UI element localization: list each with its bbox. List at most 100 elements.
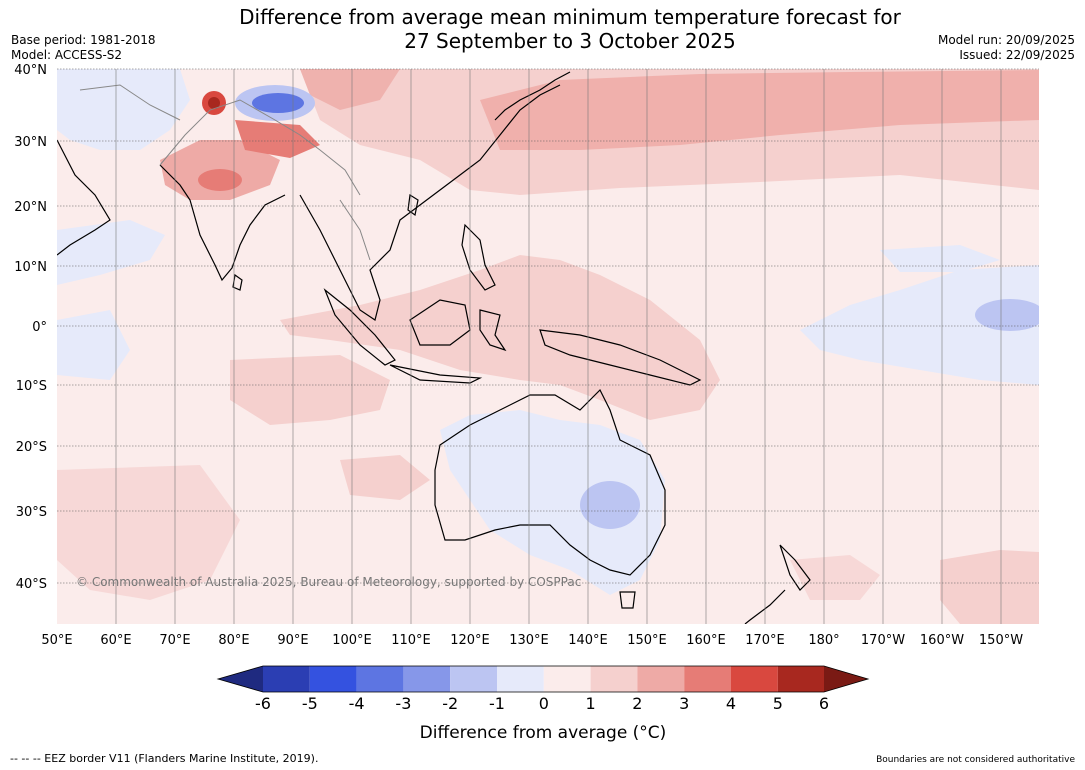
lon-labels: 50°E 60°E 70°E 80°E 90°E 100°E 110°E 120… — [41, 633, 1023, 648]
colorbar-tick-3: 3 — [679, 694, 689, 713]
coast-nz-south — [744, 589, 786, 624]
warm-patch-far-south-indian-ocean — [57, 465, 240, 600]
lat-label-10s: 10°S — [16, 379, 47, 394]
colorbar-extend-low — [218, 666, 263, 692]
cold-core-central-pacific — [975, 299, 1039, 331]
footer-eez-note: -- -- -- EEZ border V11 (Flanders Marine… — [10, 752, 319, 765]
colorbar-tick-m5: -5 — [302, 694, 318, 713]
meta-right: Model run: 20/09/2025 Issued: 22/09/2025 — [938, 33, 1075, 63]
cold-patch-north-pacific — [880, 245, 1000, 272]
colorbar-segment-6 — [497, 666, 544, 692]
lon-label-80e: 80°E — [218, 633, 249, 648]
warm-core-india — [198, 169, 242, 191]
colorbar-outline — [216, 665, 870, 693]
cold-patch-australia — [440, 410, 665, 595]
country-borders — [79, 84, 371, 261]
coast-sumatra — [323, 288, 396, 366]
colorbar-ticks: -6 -5 -4 -3 -2 -1 0 1 2 3 4 5 6 — [255, 694, 829, 713]
cold-core-tibet — [252, 93, 304, 113]
footer-boundaries-note: Boundaries are not considered authoritat… — [876, 755, 1075, 765]
coast-sri-lanka — [232, 273, 243, 291]
lon-label-100e: 100°E — [332, 633, 372, 648]
base-period: Base period: 1981-2018 — [11, 33, 156, 47]
colorbar-tick-6: 6 — [819, 694, 829, 713]
coast-japan — [494, 71, 571, 121]
cold-patch-arabia — [57, 69, 190, 150]
meta-left: Base period: 1981-2018 Model: ACCESS-S2 — [11, 33, 156, 63]
model-run: Model run: 20/09/2025 — [937, 33, 1075, 47]
graticule-lon — [115, 69, 1002, 624]
colorbar-tick-m2: -2 — [442, 694, 458, 713]
lon-label-140e: 140°E — [568, 633, 608, 648]
lon-label-110e: 110°E — [391, 633, 431, 648]
warm-band-north-strong — [480, 70, 1039, 150]
coast-sulawesi — [479, 309, 507, 352]
coast-arabia — [57, 139, 111, 256]
title-line-2: 27 September to 3 October 2025 — [404, 29, 736, 53]
border-indochina — [339, 199, 371, 261]
lat-label-20s: 20°S — [16, 440, 47, 455]
map-title: Difference from average mean minimum tem… — [0, 5, 1085, 53]
colorbar-segment-8 — [590, 666, 638, 692]
lon-label-60e: 60°E — [100, 633, 131, 648]
lat-label-30n: 30°N — [14, 135, 47, 150]
lon-label-150e: 150°E — [627, 633, 667, 648]
warm-core-kashmir-inner — [208, 97, 220, 109]
anomaly-field — [57, 69, 1039, 624]
coast-nz-north — [779, 544, 811, 591]
lat-label-40s: 40°S — [16, 577, 47, 592]
lon-label-170w: 170°W — [861, 633, 905, 648]
lon-label-50e: 50°E — [41, 633, 72, 648]
lon-label-180: 180° — [808, 633, 839, 648]
cold-patch-west-indian-ocean — [57, 310, 130, 380]
issued-date: Issued: 22/09/2025 — [959, 48, 1075, 62]
colorbar-segment-9 — [637, 666, 685, 692]
colorbar-tick-4: 4 — [726, 694, 736, 713]
coast-india — [159, 164, 286, 282]
colorbar-tick-1: 1 — [586, 694, 596, 713]
lon-label-120e: 120°E — [450, 633, 490, 648]
colorbar-segment-1 — [263, 666, 310, 692]
coast-australia — [434, 388, 666, 576]
lon-label-70e: 70°E — [159, 633, 190, 648]
warm-patch-tasman — [790, 555, 880, 600]
colorbar-segment-10 — [684, 666, 731, 692]
lon-label-150w: 150°W — [979, 633, 1023, 648]
colorbar-segment-2 — [309, 666, 357, 692]
colorbar-tick-m3: -3 — [395, 694, 411, 713]
lon-label-170e: 170°E — [745, 633, 785, 648]
border-himalaya — [159, 99, 361, 196]
colorbar-title: Difference from average (°C) — [420, 723, 667, 743]
warm-patch-himalaya — [235, 120, 320, 158]
coast-java — [389, 364, 483, 384]
colorbar-tick-m6: -6 — [255, 694, 271, 713]
colorbar-segment-5 — [450, 666, 497, 692]
lon-label-160w: 160°W — [920, 633, 964, 648]
colorbar-tick-2: 2 — [632, 694, 642, 713]
warm-patch-maritime-continent — [280, 255, 720, 420]
lat-label-10n: 10°N — [14, 260, 47, 275]
cold-core-australia — [580, 481, 640, 529]
model-name: Model: ACCESS-S2 — [11, 48, 123, 62]
title-line-1: Difference from average mean minimum tem… — [239, 5, 901, 29]
colorbar-extend-high — [824, 666, 868, 692]
coast-tasmania — [619, 591, 636, 609]
lat-label-0: 0° — [32, 320, 47, 335]
warm-patch-east-indian-ocean — [230, 355, 390, 425]
colorbar-segment-7 — [543, 666, 591, 692]
colorbar-segment-12 — [777, 666, 824, 692]
lat-label-40n: 40°N — [14, 63, 47, 78]
colorbar-tick-m4: -4 — [349, 694, 365, 713]
warm-patch-china — [300, 69, 400, 110]
coast-taiwan — [407, 193, 419, 217]
colorbar-segment-11 — [731, 666, 778, 692]
copyright-notice: © Commonwealth of Australia 2025, Bureau… — [76, 575, 581, 589]
lon-label-130e: 130°E — [509, 633, 549, 648]
warm-patch-south-pacific — [940, 550, 1039, 624]
coast-se-asia — [299, 84, 561, 321]
warm-patch-south-indian-ocean — [340, 455, 430, 500]
lon-label-160e: 160°E — [686, 633, 726, 648]
colorbar-segment-4 — [403, 666, 451, 692]
lat-labels: 40°N 30°N 20°N 10°N 0° 10°S 20°S 30°S 40… — [14, 63, 47, 592]
